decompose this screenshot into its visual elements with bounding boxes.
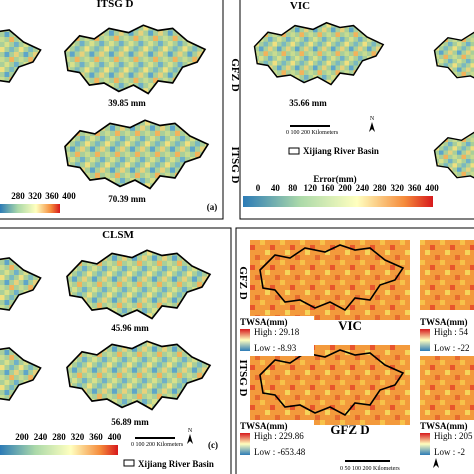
- legend-title: TWSA(mm): [420, 421, 468, 431]
- map: [250, 240, 410, 320]
- colorbar-label: 280: [373, 183, 387, 193]
- legend-swatch: [288, 147, 300, 155]
- colorbar-label: 320: [28, 191, 42, 201]
- legend-label: Xijiang River Basin: [138, 459, 214, 469]
- legend-low: Low : -8.93: [254, 343, 297, 353]
- map: [0, 26, 42, 93]
- panel-frame: [239, 0, 474, 220]
- colorbar-label: 200: [15, 432, 29, 442]
- map-value: 45.96 mm: [111, 323, 149, 333]
- colorbar-label: 40: [271, 183, 281, 193]
- map: [420, 240, 474, 310]
- map-value: 70.39 mm: [108, 194, 146, 204]
- colorbar: [243, 196, 433, 207]
- colorbar-label: 240: [34, 432, 48, 442]
- panel-tag: (c): [208, 440, 218, 450]
- scale-bar: [345, 460, 390, 462]
- colorbar-label: 360: [408, 183, 422, 193]
- legend-ramp: [420, 329, 430, 351]
- map: [64, 119, 209, 190]
- colorbar-labels: 0 40 80 120 160 200 240 280 320 360 400: [256, 183, 440, 193]
- legend-bg: [238, 420, 314, 460]
- row-label: GFZ D: [237, 266, 249, 299]
- panel-title: ITSG D: [97, 0, 134, 10]
- colorbar-label: 280: [11, 191, 25, 201]
- map-value: 39.85 mm: [108, 98, 146, 108]
- map: [253, 21, 384, 86]
- scale-bar: [135, 437, 175, 439]
- colorbar-label: 320: [71, 432, 85, 442]
- colorbar-label: 360: [89, 432, 103, 442]
- row-label: GFZ D: [229, 58, 241, 91]
- north-arrow: [369, 122, 375, 132]
- map-value: 35.66 mm: [289, 98, 327, 108]
- legend-high: High : 205: [434, 431, 473, 441]
- north-arrow: [187, 434, 193, 444]
- colorbar-label: 280: [52, 432, 66, 442]
- legend-high: High : 29.18: [254, 327, 300, 337]
- colorbar-label: 240: [356, 183, 370, 193]
- legend-title: TWSA(mm): [240, 421, 288, 431]
- map: [66, 249, 211, 320]
- panel-frame: [0, 227, 232, 474]
- panel-frame: [0, 0, 224, 220]
- legend-low: Low : -22: [434, 343, 470, 353]
- colorbar-labels: 200 240 280 320 360 400: [15, 432, 122, 442]
- map: [433, 128, 474, 186]
- colorbar-label: 320: [390, 183, 404, 193]
- colorbar-label: 400: [425, 183, 439, 193]
- legend-ramp: [240, 433, 250, 455]
- legend-swatch: [123, 459, 135, 467]
- legend-low: Low : -2: [434, 447, 465, 457]
- colorbar-label: 80: [288, 183, 298, 193]
- legend-low: Low : -653.48: [254, 447, 306, 457]
- panel-title: CLSM: [102, 229, 134, 241]
- colorbar-label: 400: [62, 191, 76, 201]
- map-label: GFZ D: [330, 422, 369, 437]
- scale-label: 0 100 200 Kilometers: [131, 442, 184, 448]
- map: [66, 340, 211, 411]
- colorbar: [0, 445, 118, 455]
- row-label: ITSG D: [237, 360, 249, 397]
- legend-high: High : 229.86: [254, 431, 304, 441]
- row-label: ITSG D: [229, 147, 241, 184]
- panel-title: VIC: [290, 0, 310, 12]
- colorbar-label: 360: [45, 191, 59, 201]
- colorbar-label: 200: [338, 183, 352, 193]
- colorbar-label: 0: [256, 183, 261, 193]
- north-label: N: [188, 428, 193, 434]
- map: [0, 344, 42, 411]
- map: [0, 254, 42, 321]
- legend-title: TWSA(mm): [420, 317, 468, 327]
- colorbar-label: 400: [108, 432, 122, 442]
- map-value: 56.89 mm: [111, 417, 149, 427]
- map: [433, 28, 474, 86]
- legend-high: High : 54: [434, 327, 469, 337]
- map: [64, 24, 206, 95]
- colorbar-title: Error(mm): [313, 174, 356, 184]
- map: [250, 345, 410, 425]
- legend-label: Xijiang River Basin: [303, 146, 379, 156]
- scale-label: 0 50 100 200 Kilometers: [340, 466, 400, 472]
- colorbar-label: 160: [321, 183, 335, 193]
- colorbar-label: 120: [303, 183, 317, 193]
- legend-bg: [238, 316, 314, 356]
- legend-title: TWSA(mm): [240, 317, 288, 327]
- panel-frame: [235, 227, 474, 474]
- colorbar: [0, 204, 60, 213]
- legend-ramp: [420, 433, 430, 455]
- legend-ramp: [240, 329, 250, 351]
- north-arrow: [433, 458, 439, 468]
- panel-tag: (a): [207, 202, 218, 212]
- north-label: N: [370, 116, 375, 122]
- scale-bar: [290, 125, 330, 127]
- map: [420, 345, 474, 425]
- scale-label: 0 100 200 Kilometers: [286, 130, 339, 136]
- colorbar-labels: 280 320 360 400: [11, 191, 76, 201]
- map-label: VIC: [338, 318, 362, 333]
